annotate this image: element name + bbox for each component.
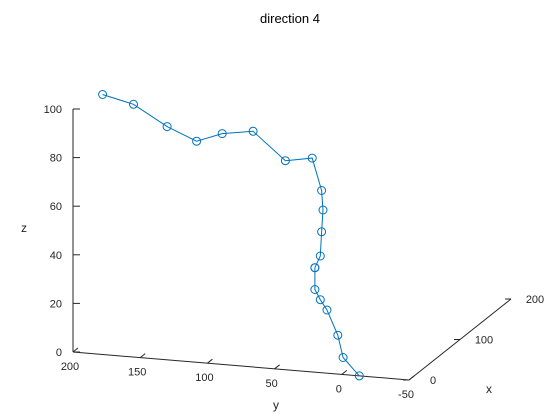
y-tick-mark bbox=[72, 347, 79, 353]
z-tick-label: 60 bbox=[50, 201, 62, 213]
x-tick-label: 200 bbox=[526, 294, 544, 306]
z-tick-label: 40 bbox=[50, 250, 62, 262]
z-tick-label: 0 bbox=[56, 347, 62, 359]
y-tick-mark bbox=[207, 358, 213, 364]
y-tick-mark bbox=[139, 353, 146, 358]
y-tick-label: 100 bbox=[195, 372, 213, 384]
x-tick-label: 100 bbox=[475, 335, 493, 347]
data-point bbox=[248, 126, 258, 136]
y-tick-label: -50 bbox=[398, 389, 414, 401]
data-point bbox=[310, 263, 320, 273]
data-point bbox=[217, 129, 227, 139]
chart-title: direction 4 bbox=[260, 11, 320, 26]
data-point bbox=[317, 186, 327, 195]
series-line bbox=[102, 94, 360, 377]
data-point bbox=[162, 122, 172, 132]
data-point bbox=[307, 153, 317, 163]
y-tick-label: 0 bbox=[336, 383, 342, 395]
z-tick-label: 80 bbox=[50, 153, 62, 165]
z-axis-ticks: 0 20 40 60 80 100 bbox=[44, 104, 80, 359]
y-axis-ticks: 200 150 100 50 0 -50 bbox=[61, 347, 415, 401]
data-point bbox=[333, 330, 343, 340]
data-series bbox=[98, 90, 364, 381]
z-tick-label: 20 bbox=[50, 298, 62, 310]
y-tick-mark bbox=[341, 370, 348, 375]
data-point bbox=[129, 99, 138, 109]
data-point bbox=[315, 295, 325, 305]
data-point bbox=[315, 251, 325, 261]
y-axis-label: y bbox=[273, 398, 279, 412]
z-axis-label: z bbox=[21, 221, 27, 235]
data-point bbox=[317, 227, 327, 237]
y-tick-mark bbox=[274, 364, 280, 370]
data-point bbox=[98, 90, 108, 99]
x-axis-ticks: 0 100 200 bbox=[403, 294, 544, 387]
data-point bbox=[318, 205, 328, 215]
y-tick-mark bbox=[408, 375, 415, 381]
y-axis-line bbox=[72, 351, 410, 381]
data-point bbox=[322, 305, 332, 315]
y-tick-label: 50 bbox=[265, 378, 277, 390]
data-point bbox=[280, 156, 290, 166]
x-axis-label: x bbox=[486, 382, 492, 396]
y-tick-label: 150 bbox=[128, 367, 146, 379]
y-tick-label: 200 bbox=[61, 361, 79, 373]
data-point bbox=[338, 353, 348, 362]
data-point bbox=[192, 136, 202, 146]
data-point bbox=[310, 285, 320, 294]
axes-box bbox=[72, 109, 512, 381]
x-tick-label: 0 bbox=[430, 375, 436, 387]
z-tick-label: 100 bbox=[44, 104, 62, 116]
data-point bbox=[354, 371, 364, 381]
